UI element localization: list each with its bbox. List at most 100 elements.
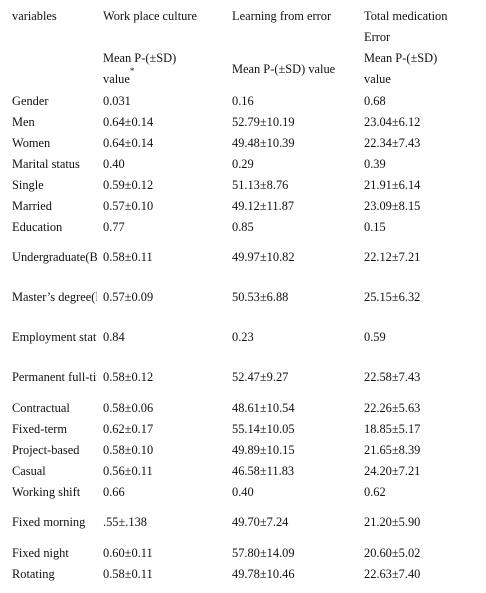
cell-learning-from-error: 49.70±7.24: [232, 515, 289, 529]
cell-total-medication-error: 25.15±6.32: [364, 290, 421, 304]
cell-work-place-culture: 0.031: [103, 93, 131, 108]
cell-total-medication-error: 21.91±6.14: [364, 177, 421, 192]
cell-learning-from-error: 51.13±8.76: [232, 177, 289, 192]
table-row: Permanent full-time 0.58±0.12 52.47±9.27…: [6, 357, 484, 397]
table-row: Contractual 0.58±0.06 48.61±10.54 22.26±…: [6, 397, 484, 418]
cell-learning-from-error: 49.12±11.87: [232, 198, 295, 213]
table-row: Project-based 0.58±0.10 49.89±10.15 21.6…: [6, 439, 484, 460]
row-label: Women: [12, 135, 51, 150]
subheader-col1-line1: Mean P-(±SD): [103, 51, 177, 65]
table-row: Undergraduate(BSc) 0.58±0.11 49.97±10.82…: [6, 237, 484, 277]
header-row: variables Work place culture Learning fr…: [6, 6, 484, 48]
cell-total-medication-error: 22.58±7.43: [364, 370, 421, 384]
table-row: Fixed morning .55±.138 49.70±7.24 21.20±…: [6, 502, 484, 542]
header-variables: variables: [12, 9, 57, 23]
header-learning-from-error: Learning from error: [232, 9, 332, 23]
subheader-col1-line2: value: [103, 72, 130, 86]
subheader-row: Mean P-(±SD) value * Mean P-(±SD) value Me…: [6, 48, 484, 90]
cell-work-place-culture: 0.64±0.14: [103, 114, 154, 129]
table-row: Fixed-term 0.62±0.17 55.14±10.05 18.85±5…: [6, 418, 484, 439]
row-label: Married: [12, 198, 52, 213]
table-row: Fixed night 0.60±0.11 57.80±14.09 20.60±…: [6, 542, 484, 563]
cell-learning-from-error: 48.61±10.54: [232, 400, 295, 415]
row-label: Contractual: [12, 400, 70, 415]
cell-total-medication-error: 0.15: [364, 219, 386, 234]
table-row: Working shift 0.66 0.40 0.62: [6, 481, 484, 502]
header-work-place-culture: Work place culture: [103, 9, 197, 23]
cell-learning-from-error: 49.97±10.82: [232, 250, 295, 264]
cell-total-medication-error: 22.34±7.43: [364, 135, 421, 150]
cell-total-medication-error: 22.12±7.21: [364, 250, 421, 264]
cell-learning-from-error: 52.47±9.27: [232, 370, 289, 384]
cell-total-medication-error: 0.62: [364, 484, 386, 499]
cell-total-medication-error: 0.39: [364, 156, 386, 171]
cell-work-place-culture: 0.59±0.12: [103, 177, 154, 192]
cell-learning-from-error: 55.14±10.05: [232, 421, 295, 436]
row-label: Marital status: [12, 156, 80, 171]
cell-work-place-culture: 0.64±0.14: [103, 135, 154, 150]
subheader-col1: Mean P-(±SD) value*: [97, 48, 226, 90]
cell-total-medication-error: 0.68: [364, 93, 386, 108]
cell-total-medication-error: 21.20±5.90: [364, 515, 421, 529]
table-row: Men 0.64±0.14 52.79±10.19 23.04±6.12: [6, 111, 484, 132]
cell-learning-from-error: 57.80±14.09: [232, 545, 295, 560]
footnote-marker: *: [129, 66, 135, 76]
cell-learning-from-error: 0.16: [232, 93, 254, 108]
cell-work-place-culture: 0.62±0.17: [103, 421, 154, 436]
table-row: Married 0.57±0.10 49.12±11.87 23.09±8.15: [6, 195, 484, 216]
cell-total-medication-error: 20.60±5.02: [364, 545, 421, 560]
cell-learning-from-error: 50.53±6.88: [232, 290, 289, 304]
cell-work-place-culture: 0.84: [103, 330, 125, 344]
cell-learning-from-error: 46.58±11.83: [232, 463, 295, 478]
cell-work-place-culture: 0.58±0.11: [103, 250, 153, 264]
subheader-empty: [6, 48, 97, 90]
cell-total-medication-error: 22.63±7.40: [364, 566, 421, 581]
table-row: Rotating 0.58±0.11 49.78±10.46 22.63±7.4…: [6, 563, 484, 584]
header-col3-line1: Total medication: [364, 9, 448, 23]
row-label: Casual: [12, 463, 46, 478]
cell-work-place-culture: 0.58±0.06: [103, 400, 154, 415]
row-label: Gender: [12, 93, 49, 108]
cell-work-place-culture: 0.57±0.10: [103, 198, 154, 213]
table-row: Women 0.64±0.14 49.48±10.39 22.34±7.43: [6, 132, 484, 153]
cell-learning-from-error: 49.78±10.46: [232, 566, 295, 581]
cell-total-medication-error: 23.09±8.15: [364, 198, 421, 213]
table-row: Marital status 0.40 0.29 0.39: [6, 153, 484, 174]
row-label: Employment status: [12, 330, 97, 344]
cell-total-medication-error: 21.65±8.39: [364, 442, 421, 457]
table-row: Single 0.59±0.12 51.13±8.76 21.91±6.14: [6, 174, 484, 195]
table-row: Master’s degree(MSc) 0.57±0.09 50.53±6.8…: [6, 277, 484, 317]
cell-work-place-culture: .55±.138: [103, 515, 147, 529]
header-col3-line2: Error: [364, 30, 391, 44]
row-label: Permanent full-time: [12, 370, 97, 384]
table-row: Education 0.77 0.85 0.15: [6, 216, 484, 237]
table-row: Casual 0.56±0.11 46.58±11.83 24.20±7.21: [6, 460, 484, 481]
cell-total-medication-error: 0.59: [364, 330, 386, 344]
row-label: Men: [12, 114, 35, 129]
cell-work-place-culture: 0.66: [103, 484, 125, 499]
row-label: Fixed morning: [12, 515, 86, 529]
table-row: Gender 0.031 0.16 0.68: [6, 90, 484, 111]
row-label: Fixed night: [12, 545, 69, 560]
subheader-col3: Mean P-(±SD) value: [358, 48, 484, 90]
cell-learning-from-error: 0.23: [232, 330, 254, 344]
row-label: Master’s degree(MSc): [12, 290, 97, 304]
cell-total-medication-error: 23.04±6.12: [364, 114, 421, 129]
cell-learning-from-error: 49.89±10.15: [232, 442, 295, 457]
row-label: Single: [12, 177, 44, 192]
row-label: Fixed-term: [12, 421, 68, 436]
row-label: Rotating: [12, 566, 55, 581]
cell-work-place-culture: 0.58±0.11: [103, 566, 153, 581]
cell-work-place-culture: 0.60±0.11: [103, 545, 153, 560]
subheader-col3-line2: value: [364, 72, 391, 86]
cell-total-medication-error: 22.26±5.63: [364, 400, 421, 415]
cell-learning-from-error: 0.29: [232, 156, 254, 171]
table-body: variables Work place culture Learning fr…: [6, 6, 484, 584]
results-table: variables Work place culture Learning fr…: [6, 6, 484, 584]
cell-work-place-culture: 0.56±0.11: [103, 463, 153, 478]
cell-work-place-culture: 0.77: [103, 219, 125, 234]
row-label: Project-based: [12, 442, 80, 457]
row-label: Education: [12, 219, 63, 234]
cell-work-place-culture: 0.40: [103, 156, 125, 171]
